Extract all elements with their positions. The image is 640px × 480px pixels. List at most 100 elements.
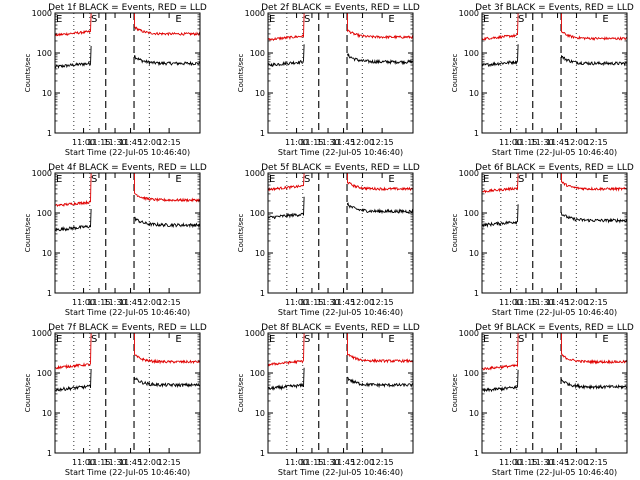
time-marker-e: E — [483, 174, 489, 185]
x-tick-label: 12:15 — [585, 298, 608, 307]
lld-series-post — [561, 333, 628, 365]
plot-frame — [267, 12, 414, 134]
time-marker-s: S — [91, 334, 97, 345]
lld-series-pre — [267, 172, 305, 192]
time-marker-e: E — [483, 14, 489, 25]
y-axis-label: Counts/sec — [237, 54, 245, 93]
events-series-pre — [481, 369, 519, 393]
x-tick-label: 11:00 — [499, 298, 522, 307]
x-tick-label: 12:00 — [351, 298, 374, 307]
y-tick-label: 1000 — [245, 329, 265, 338]
x-tick-label: 11:00 — [285, 298, 308, 307]
lld-series-post — [561, 173, 628, 192]
y-tick-label: 100 — [464, 209, 479, 218]
plot-frame — [54, 12, 201, 134]
x-tick-label: 12:00 — [565, 138, 588, 147]
time-marker-e: E — [56, 334, 62, 345]
y-tick-label: 1 — [47, 449, 52, 458]
events-series-pre — [481, 204, 519, 228]
lld-series-pre — [481, 332, 519, 371]
y-tick-label: 100 — [250, 369, 265, 378]
x-axis-label: Start Time (22-Jul-05 10:46:40) — [65, 308, 190, 317]
lld-series-pre — [54, 332, 92, 370]
x-axis-label: Start Time (22-Jul-05 10:46:40) — [65, 148, 190, 157]
x-tick-label: 11:30 — [103, 458, 126, 467]
time-marker-e: E — [388, 174, 394, 185]
x-tick-label: 12:00 — [138, 138, 161, 147]
time-marker-e: E — [56, 174, 62, 185]
x-tick-label: 11:30 — [316, 458, 339, 467]
x-tick-label: 11:30 — [316, 138, 339, 147]
x-axis-label: Start Time (22-Jul-05 10:46:40) — [492, 468, 617, 477]
plot-title: Det 4f BLACK = Events, RED = LLD — [48, 163, 207, 173]
events-series-pre — [54, 208, 92, 232]
y-tick-label: 1000 — [32, 169, 52, 178]
x-tick-label: 11:45 — [119, 138, 142, 147]
x-tick-label: 11:45 — [546, 138, 569, 147]
y-tick-label: 1 — [47, 129, 52, 138]
events-series-post — [134, 216, 201, 229]
x-tick-label: 11:30 — [530, 458, 553, 467]
y-axis-label: Counts/sec — [237, 374, 245, 413]
detector-plot-9: Det 9f BLACK = Events, RED = LLD 1 10 100 10… — [451, 323, 634, 477]
y-axis-label: Counts/sec — [451, 54, 459, 93]
x-tick-label: 12:15 — [158, 298, 181, 307]
lld-series-pre — [267, 12, 305, 42]
time-marker-e: E — [175, 334, 181, 345]
time-marker-s: S — [91, 14, 97, 25]
y-tick-label: 10 — [469, 249, 479, 258]
y-tick-label: 100 — [250, 209, 265, 218]
x-tick-label: 11:45 — [546, 458, 569, 467]
x-tick-label: 12:15 — [158, 458, 181, 467]
events-series-post — [347, 202, 414, 215]
y-tick-label: 10 — [42, 89, 52, 98]
y-tick-label: 100 — [250, 49, 265, 58]
lld-series-pre — [267, 332, 305, 367]
y-axis-label: Counts/sec — [24, 374, 32, 413]
plot-title: Det 1f BLACK = Events, RED = LLD — [48, 3, 207, 13]
x-tick-label: 11:30 — [103, 298, 126, 307]
time-marker-e: E — [175, 174, 181, 185]
y-tick-label: 10 — [42, 409, 52, 418]
x-tick-label: 12:00 — [351, 138, 374, 147]
events-series-pre — [267, 44, 305, 67]
x-tick-label: 12:00 — [138, 458, 161, 467]
x-tick-label: 11:45 — [332, 298, 355, 307]
events-series-post — [561, 212, 628, 224]
lld-series-post — [347, 13, 414, 40]
time-marker-e: E — [269, 334, 275, 345]
y-tick-label: 1 — [474, 289, 479, 298]
y-tick-label: 100 — [37, 209, 52, 218]
detector-plot-7: Det 7f BLACK = Events, RED = LLD 1 10 100 10… — [24, 323, 207, 477]
x-tick-label: 12:00 — [138, 298, 161, 307]
y-tick-label: 100 — [37, 49, 52, 58]
detector-plot-8: Det 8f BLACK = Events, RED = LLD 1 10 100 10… — [237, 323, 420, 477]
detector-plot-2: Det 2f BLACK = Events, RED = LLD 1 10 100 10… — [237, 3, 420, 157]
x-tick-label: 12:15 — [371, 138, 394, 147]
y-tick-label: 1000 — [245, 169, 265, 178]
x-tick-label: 11:15 — [87, 138, 110, 147]
plot-frame — [54, 332, 201, 454]
x-tick-label: 11:45 — [332, 458, 355, 467]
y-axis-label: Counts/sec — [237, 214, 245, 253]
y-tick-label: 10 — [255, 89, 265, 98]
x-axis-label: Start Time (22-Jul-05 10:46:40) — [278, 148, 403, 157]
lld-series-post — [134, 173, 201, 203]
x-tick-label: 11:15 — [300, 138, 323, 147]
y-tick-label: 10 — [42, 249, 52, 258]
x-tick-label: 11:45 — [332, 138, 355, 147]
x-axis-label: Start Time (22-Jul-05 10:46:40) — [492, 148, 617, 157]
y-tick-label: 1 — [260, 129, 265, 138]
detector-plot-6: Det 6f BLACK = Events, RED = LLD 1 10 100 10… — [451, 163, 634, 317]
y-tick-label: 10 — [255, 409, 265, 418]
plot-frame — [481, 12, 628, 134]
y-tick-label: 1 — [260, 449, 265, 458]
events-series-post — [134, 376, 201, 389]
x-tick-label: 11:30 — [530, 298, 553, 307]
lld-series-post — [347, 333, 414, 364]
x-axis-label: Start Time (22-Jul-05 10:46:40) — [65, 468, 190, 477]
x-tick-label: 12:00 — [565, 458, 588, 467]
plot-title: Det 3f BLACK = Events, RED = LLD — [475, 3, 634, 13]
y-tick-label: 1 — [47, 289, 52, 298]
plot-frame — [267, 172, 414, 294]
